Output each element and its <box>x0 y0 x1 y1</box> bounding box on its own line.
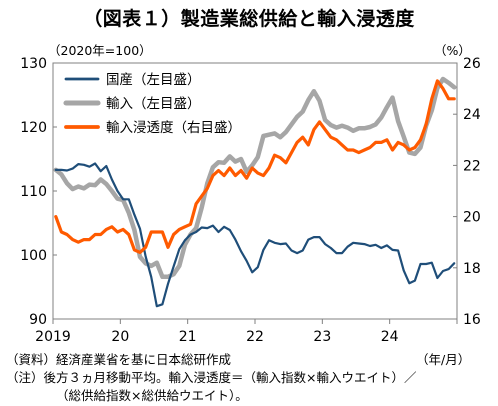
legend-label-0: 国産（左目盛） <box>106 72 201 88</box>
right-y-tick-label: 22 <box>463 158 481 174</box>
x-tick-label: 22 <box>246 329 264 345</box>
left-y-tick-label: 120 <box>20 120 47 136</box>
series-line-2 <box>54 79 456 254</box>
left-y-tick-label: 90 <box>29 312 47 328</box>
x-tick-label: 21 <box>179 329 197 345</box>
right-axis-unit: （%） <box>434 43 471 58</box>
x-tick-label: 23 <box>313 329 331 345</box>
note-definition: （注）後方３ヵ月移動平均。輸入浸透度＝（輸入指数×輸入ウエイト）／ <box>6 370 417 385</box>
chart-title: （図表１）製造業総供給と輸入浸透度 <box>83 8 415 30</box>
legend-label-2: 輸入浸透度（右目盛） <box>106 120 241 136</box>
right-y-tick-label: 16 <box>463 312 481 328</box>
series-line-0 <box>54 162 456 308</box>
left-axis-unit: （2020年=100） <box>48 43 152 58</box>
right-y-tick-label: 26 <box>463 56 481 72</box>
x-tick-label: 2019 <box>35 329 71 345</box>
x-tick-label: 24 <box>381 329 399 345</box>
legend-label-1: 輸入（左目盛） <box>106 96 201 112</box>
left-y-tick-label: 100 <box>20 248 47 264</box>
left-y-tick-label: 130 <box>20 56 47 72</box>
left-y-tick-label: 110 <box>20 184 47 200</box>
right-y-tick-label: 18 <box>463 261 481 277</box>
x-axis-unit: （年/月） <box>416 352 471 367</box>
right-y-tick-label: 24 <box>463 107 481 123</box>
note-source: （資料）経済産業省を基に日本総研作成 <box>6 352 232 367</box>
x-tick-label: 20 <box>111 329 129 345</box>
note-definition-continued: （総供給指数×総供給ウエイト）。 <box>56 388 248 403</box>
right-y-tick-label: 20 <box>463 210 481 226</box>
